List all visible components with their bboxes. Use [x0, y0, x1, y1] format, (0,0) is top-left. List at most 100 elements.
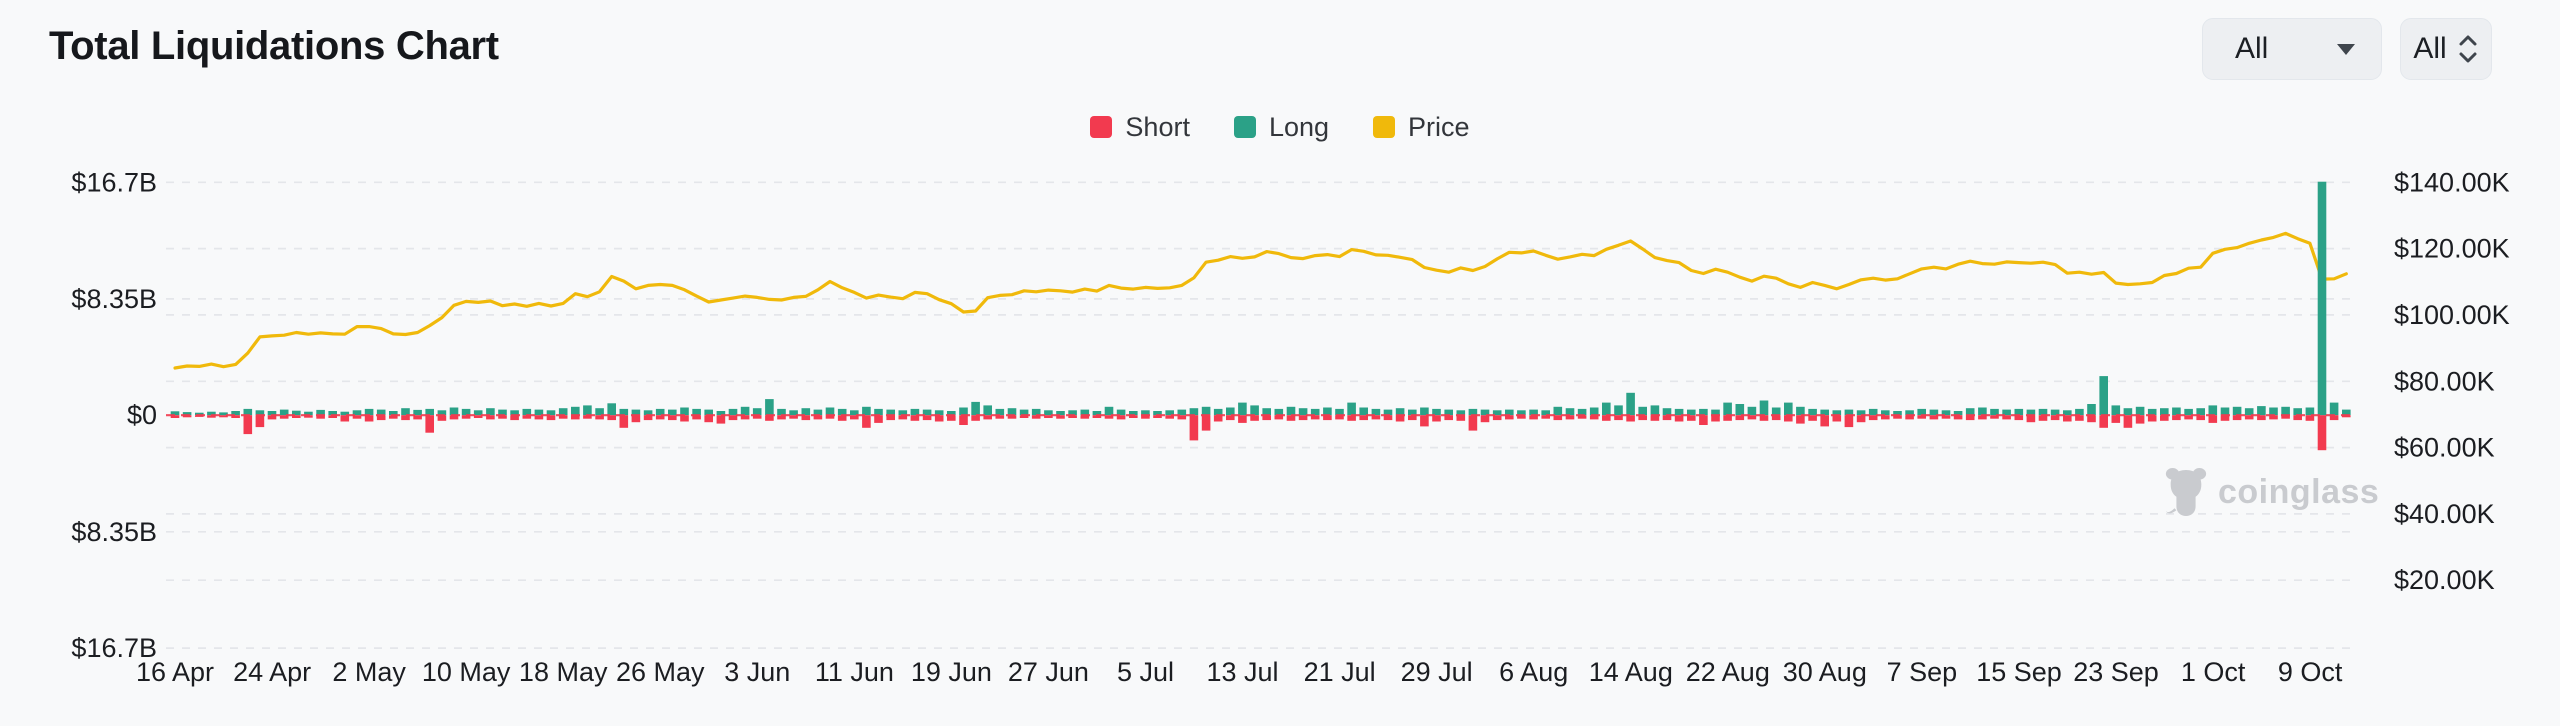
long-bar — [1699, 408, 1708, 416]
right-axis-tick: $120.00K — [2394, 234, 2510, 264]
short-bar — [2244, 415, 2254, 420]
long-bar — [631, 409, 641, 416]
short-bar — [1432, 415, 1441, 422]
legend-item-long[interactable]: Long — [1233, 112, 1329, 143]
legend-swatch-long — [1233, 116, 1256, 138]
short-bar — [1808, 415, 1817, 421]
x-axis-tick: 13 Jul — [1206, 657, 1278, 687]
short-bar — [473, 415, 483, 418]
long-bar — [789, 410, 798, 416]
x-axis-tick: 21 Jul — [1304, 657, 1376, 687]
long-bar — [1687, 409, 1696, 416]
long-bar — [2281, 406, 2290, 416]
right-axis-tick: $20.00K — [2394, 565, 2495, 595]
short-bar — [607, 415, 616, 421]
x-axis-tick: 6 Aug — [1499, 657, 1568, 687]
short-bar — [2002, 415, 2011, 420]
page-title: Total Liquidations Chart — [49, 24, 499, 68]
pair-filter-dropdown[interactable]: All — [2202, 18, 2382, 80]
long-bar — [170, 411, 180, 416]
short-bar — [401, 415, 410, 421]
short-bar — [243, 415, 253, 435]
x-axis-tick: 16 Apr — [136, 657, 214, 687]
short-bar — [1347, 415, 1356, 421]
long-bar — [558, 408, 568, 416]
short-bar — [922, 415, 932, 421]
short-bar — [1990, 415, 1999, 419]
short-bar — [1699, 415, 1708, 425]
x-axis-tick: 19 Jun — [911, 657, 992, 687]
long-bar — [704, 409, 713, 416]
legend-item-short[interactable]: Short — [1090, 112, 1190, 143]
left-axis-tick: $0 — [127, 400, 157, 430]
short-bar — [1286, 415, 1296, 421]
short-bar — [2026, 415, 2036, 423]
long-bar — [1917, 408, 1926, 416]
short-bar — [898, 415, 908, 420]
long-bar — [1868, 408, 1878, 416]
short-bar — [1444, 415, 1453, 421]
long-bar — [1978, 407, 1987, 416]
short-bar — [1735, 415, 1745, 421]
short-bar — [1165, 415, 1174, 419]
long-bar — [376, 409, 386, 416]
long-bar — [352, 410, 362, 416]
long-bar — [1274, 408, 1284, 416]
short-bar — [498, 415, 507, 419]
range-filter-dropdown[interactable]: All — [2400, 18, 2492, 80]
long-bar — [1650, 405, 1660, 416]
short-bar — [376, 415, 386, 421]
short-bar — [1274, 415, 1284, 420]
short-bar — [2099, 415, 2108, 428]
long-bar — [1153, 411, 1162, 416]
x-axis-tick: 10 May — [422, 657, 511, 687]
long-bar — [461, 408, 471, 416]
long-bar — [1589, 407, 1599, 416]
long-bar — [2269, 407, 2278, 416]
long-bar — [546, 410, 556, 416]
long-bar — [825, 407, 835, 416]
long-bar — [1553, 406, 1563, 416]
range-filter-value: All — [2413, 32, 2447, 65]
long-bar — [2111, 405, 2121, 416]
long-bar — [619, 408, 629, 416]
short-bar — [1711, 415, 1720, 422]
short-bar — [1602, 415, 1611, 421]
long-bar — [2329, 402, 2339, 416]
short-bar — [425, 415, 434, 433]
legend-item-price[interactable]: Price — [1373, 112, 1470, 143]
short-bar — [461, 415, 471, 419]
long-bar — [910, 408, 920, 416]
long-bar — [1796, 406, 1805, 416]
long-bar — [207, 411, 216, 416]
long-bar — [1213, 408, 1223, 416]
short-bar — [352, 415, 362, 419]
short-bar — [1044, 415, 1053, 418]
x-axis-tick: 9 Oct — [2278, 657, 2343, 687]
short-bar — [1638, 415, 1647, 421]
short-bar — [995, 415, 1005, 419]
long-bar — [1529, 409, 1538, 416]
long-bar — [2063, 410, 2072, 416]
pair-filter-value: All — [2235, 32, 2269, 65]
short-bar — [1177, 415, 1187, 420]
short-bar — [522, 415, 532, 419]
long-bar — [959, 407, 968, 416]
long-bar — [1250, 405, 1259, 416]
long-bar — [1298, 408, 1308, 416]
short-bar — [2038, 415, 2048, 421]
short-bar — [1031, 415, 1041, 419]
short-bar — [2184, 415, 2193, 420]
long-bar — [534, 409, 544, 416]
short-bar — [2317, 415, 2327, 451]
long-bar — [1893, 411, 1902, 416]
long-bar — [898, 410, 908, 416]
short-bar — [643, 415, 653, 421]
short-bar — [486, 415, 495, 420]
long-bar — [195, 412, 204, 416]
short-bar — [207, 415, 216, 418]
long-bar — [255, 410, 265, 416]
short-bar — [2160, 415, 2169, 421]
long-bar — [498, 409, 507, 416]
